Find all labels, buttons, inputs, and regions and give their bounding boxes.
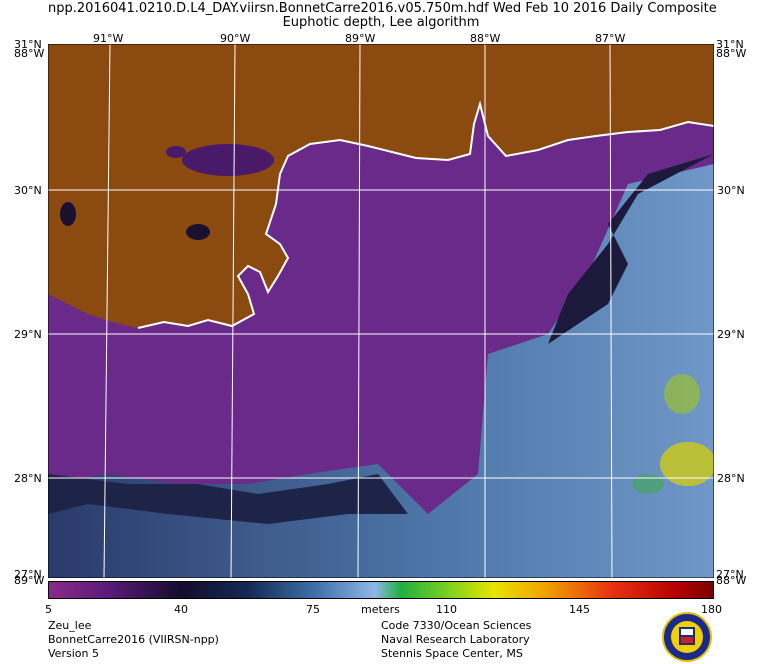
- high-depth-patch: [632, 374, 714, 494]
- footer-location: Stennis Space Center, MS: [381, 647, 523, 660]
- lake-inland-2: [60, 202, 76, 226]
- colorbar-unit: meters: [361, 603, 400, 616]
- lake-inland: [186, 224, 210, 240]
- lake-pontchartrain: [182, 144, 274, 176]
- lat-label-29n-left: 29°N: [14, 328, 42, 341]
- lon-label-90w: 90°W: [220, 32, 251, 45]
- colorbar-tick-5: 5: [45, 603, 52, 616]
- image-title-line1: npp.2016041.0210.D.L4_DAY.viirsn.BonnetC…: [48, 1, 717, 16]
- lat-label-29n-right: 29°N: [717, 328, 745, 341]
- dark-filament: [48, 474, 408, 524]
- graticule: [48, 44, 714, 578]
- lat-label-30n-right: 30°N: [717, 184, 745, 197]
- colorbar-tick-75: 75: [306, 603, 320, 616]
- land-mass: [48, 44, 714, 328]
- euphotic-depth-map: [48, 44, 714, 578]
- colorbar-tick-40: 40: [174, 603, 188, 616]
- lake-maurepas: [166, 146, 186, 158]
- coastline: [137, 100, 714, 329]
- corner-top-left-lon: 88°W: [14, 47, 45, 60]
- dark-eddy-band: [548, 154, 714, 344]
- corner-top-right-lon: 88°W: [716, 47, 747, 60]
- offshore-clear-water: [48, 164, 714, 578]
- corner-bottom-right-lat: 27°N: [716, 568, 744, 581]
- nrl-seal-icon: [662, 612, 712, 662]
- lat-label-30n-left: 30°N: [14, 184, 42, 197]
- colorbar-tick-145: 145: [569, 603, 590, 616]
- corner-bottom-left-lon: 89°W: [14, 574, 45, 587]
- lon-label-89w: 89°W: [345, 32, 376, 45]
- colorbar-tick-110: 110: [436, 603, 457, 616]
- corner-top-left-lat: 31°N: [14, 38, 42, 51]
- footer-code: Code 7330/Ocean Sciences: [381, 619, 532, 632]
- footer-version: Version 5: [48, 647, 99, 660]
- lon-label-88w: 88°W: [470, 32, 501, 45]
- corner-bottom-right-lon: 88°W: [716, 574, 747, 587]
- corner-top-right-lat: 31°N: [716, 38, 744, 51]
- lon-label-87w: 87°W: [595, 32, 626, 45]
- corner-bottom-left-lat: 27°N: [14, 568, 42, 581]
- image-title-line2: Euphotic depth, Lee algorithm: [282, 15, 480, 30]
- footer-lab: Naval Research Laboratory: [381, 633, 530, 646]
- lon-label-91w: 91°W: [93, 32, 124, 45]
- colorbar: [48, 581, 714, 599]
- colorbar-tick-180: 180: [701, 603, 722, 616]
- footer-product: Zeu_lee: [48, 619, 92, 632]
- footer-dataset: BonnetCarre2016 (VIIRSN-npp): [48, 633, 219, 646]
- lat-label-28n-left: 28°N: [14, 472, 42, 485]
- lat-label-28n-right: 28°N: [717, 472, 745, 485]
